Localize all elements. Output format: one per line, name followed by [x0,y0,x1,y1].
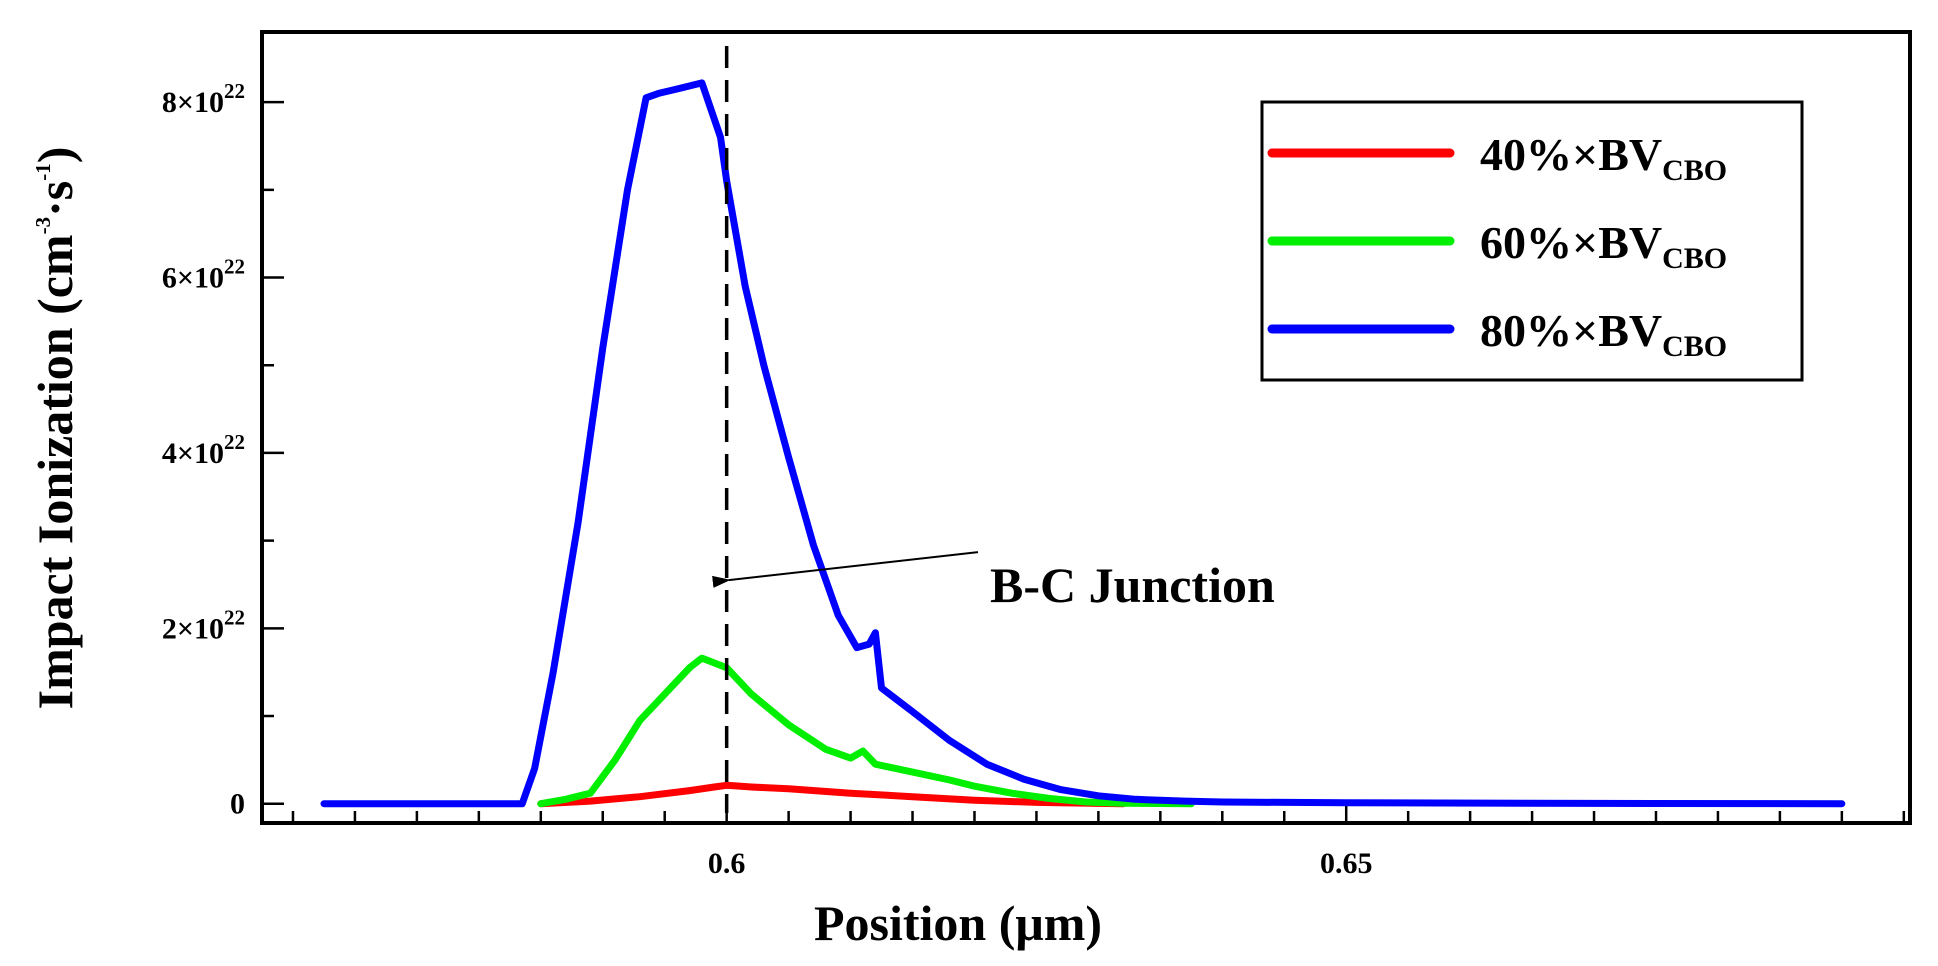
series-line-2 [320,79,1846,808]
x-tick-label-1: 0.65 [1320,847,1373,880]
series-line-1 [537,654,1195,808]
series-line-0 [537,781,1127,808]
y-tick-label-3: 6×1022 [162,255,245,295]
legend-label-80: 80%×BVCBO [1480,305,1727,363]
x-tick-label-0: 0.6 [708,847,746,880]
x-axis-title: Position (μm) [814,895,1102,951]
legend-label-60: 60%×BVCBO [1480,217,1727,275]
y-tick-label-2: 4×1022 [162,430,245,470]
minor-ticks [262,100,1906,823]
junction-arrow [712,551,979,588]
y-axis-title: Impact Ionization (cm-3·s-1) [27,147,83,710]
junction-label: B-C Junction [990,557,1275,613]
series-group [320,79,1846,808]
legend: 40%×BVCBO 60%×BVCBO 80%×BVCBO [1260,100,1804,382]
x-tick-labels: 0.6 0.65 [708,847,1373,880]
y-tick-label-4: 8×1022 [162,79,245,119]
legend-label-40: 40%×BVCBO [1480,129,1727,187]
y-tick-label-0: 0 [230,788,245,821]
y-tick-labels: 0 2×1022 4×1022 6×1022 8×1022 [162,79,245,821]
y-tick-label-1: 2×1022 [162,605,245,645]
